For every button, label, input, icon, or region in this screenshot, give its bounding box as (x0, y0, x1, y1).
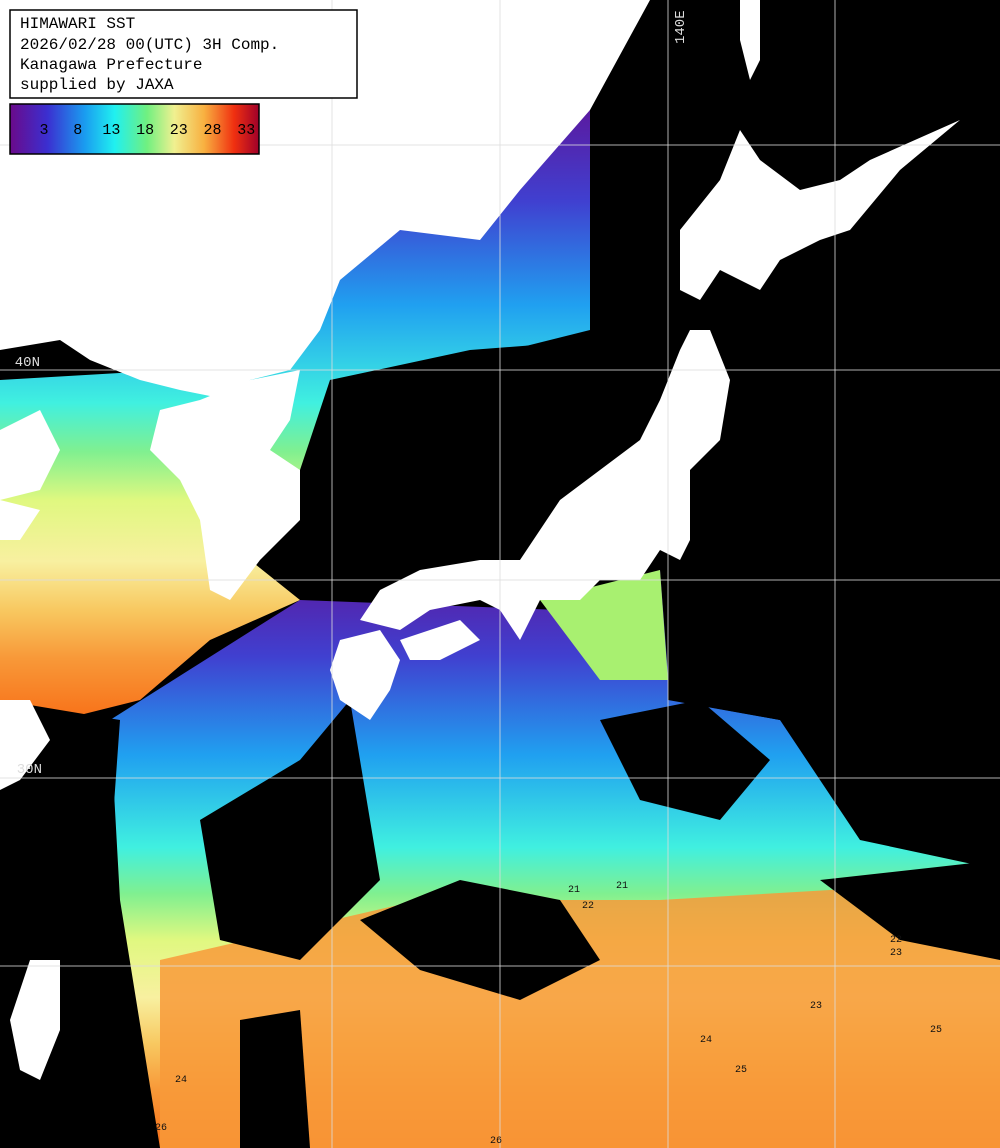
color-bar: 3 8 13 18 23 28 33 (9, 103, 260, 155)
land (0, 0, 960, 1080)
contour-label: 25 (735, 1065, 747, 1076)
land-hokkaido (680, 120, 960, 300)
cloud (200, 700, 380, 960)
color-bar-label: 28 (203, 122, 221, 139)
sst-north (0, 110, 590, 720)
land-china (0, 410, 60, 500)
cloud (600, 700, 770, 820)
lat-label: 30N (17, 762, 42, 778)
contour-label: 23 (810, 1001, 822, 1012)
land-honshu (360, 330, 730, 640)
land-sakhalin (740, 0, 760, 80)
land-china (0, 700, 50, 790)
cloud (240, 1010, 310, 1148)
color-bar-label: 13 (102, 122, 120, 139)
contour-label: 26 (490, 1136, 502, 1147)
lon-label: 140E (673, 10, 689, 44)
lat-label: 40N (15, 355, 40, 371)
sst-warm (160, 880, 1000, 1148)
color-bar-label: 33 (237, 122, 255, 139)
contour-label: 21 (616, 881, 628, 892)
title-frame (9, 9, 358, 99)
contour-label: 24 (700, 1035, 712, 1046)
land-china (0, 500, 40, 540)
color-bar-label: 23 (170, 122, 188, 139)
land-taiwan (10, 960, 60, 1080)
land-kyushu (330, 630, 400, 720)
source: Kanagawa Prefecture (20, 56, 202, 74)
land-shikoku (400, 620, 480, 660)
color-scale (9, 103, 260, 155)
title-box: HIMAWARI SST 2026/02/28 00(UTC) 3H Comp.… (9, 9, 358, 99)
date: 2026/02/28 00(UTC) 3H Comp. (20, 36, 279, 54)
color-bar-label: 18 (136, 122, 154, 139)
contour-label: 22 (582, 901, 594, 912)
land-korea (150, 370, 300, 600)
cloud (360, 880, 600, 1000)
cloud (668, 300, 1000, 870)
contour-label: 21 (568, 885, 580, 896)
contour-label: 26 (155, 1123, 167, 1134)
cloud (820, 860, 1000, 960)
credit: supplied by JAXA (20, 76, 174, 94)
contour-label: 25 (930, 1025, 942, 1036)
color-bar-label: 3 (39, 122, 48, 139)
land-north (0, 0, 650, 400)
contour-label: 23 (890, 948, 902, 959)
color-bar-label: 8 (73, 122, 82, 139)
title: HIMAWARI SST (20, 15, 135, 33)
contour-label: 22 (890, 935, 902, 946)
contour-label: 24 (175, 1075, 187, 1086)
